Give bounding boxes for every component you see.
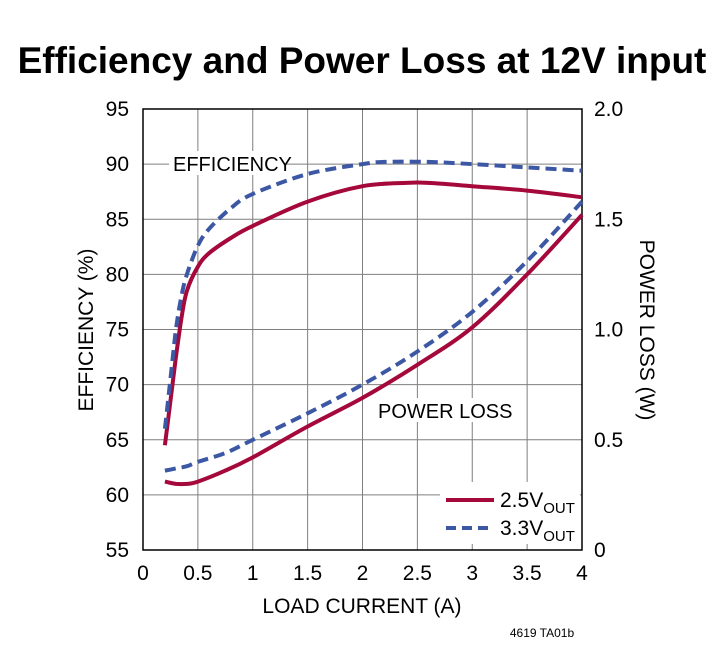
x-tick-label: 1.5 — [293, 562, 322, 585]
y-left-tick-labels: 55 60 65 70 75 80 85 90 95 — [106, 98, 129, 562]
legend-label-2v5-sub: OUT — [543, 500, 575, 517]
x-tick-label: 0 — [137, 562, 149, 585]
y-left-axis-label: EFFICIENCY (%) — [75, 249, 98, 412]
efficiency-annotation-bg — [169, 151, 285, 175]
legend-label-2v5: 2.5VOUT — [500, 489, 575, 517]
power-loss-annotation: POWER LOSS — [378, 401, 512, 423]
y-left-tick-label: 90 — [106, 153, 129, 176]
legend-label-3v3: 3.3VOUT — [500, 517, 575, 545]
x-tick-labels: 0 0.5 1 1.5 2 2.5 3 3.5 4 — [137, 562, 588, 585]
y-left-tick-label: 60 — [106, 484, 129, 507]
y-left-tick-label: 85 — [106, 208, 129, 231]
y-right-tick-label: 1.5 — [594, 208, 623, 231]
y-right-tick-label: 0.5 — [594, 429, 623, 452]
y-left-tick-label: 80 — [106, 263, 129, 286]
series-efficiency-3-3vout — [162, 159, 583, 429]
legend-label-3v3-sub: OUT — [543, 528, 575, 545]
plot-frame — [142, 108, 583, 551]
legend-label-2v5-main: 2.5V — [500, 489, 543, 512]
y-right-axis-label: POWER LOSS (W) — [635, 240, 658, 421]
y-left-tick-label: 95 — [106, 98, 129, 121]
x-axis-label: LOAD CURRENT (A) — [262, 595, 461, 618]
x-tick-label: 2 — [357, 562, 369, 585]
figure-code: 4619 TA01b — [510, 626, 575, 640]
x-tick-label: 1 — [247, 562, 259, 585]
y-left-tick-label: 75 — [106, 319, 129, 342]
x-tick-label: 0.5 — [183, 562, 212, 585]
chart-title: Efficiency and Power Loss at 12V input — [18, 40, 707, 81]
y-right-tick-label: 2.0 — [594, 98, 623, 121]
x-tick-label: 4 — [576, 562, 588, 585]
y-right-tick-labels: 0 0.5 1.0 1.5 2.0 — [594, 98, 623, 562]
y-left-tick-label: 65 — [106, 429, 129, 452]
x-tick-label: 3.5 — [513, 562, 542, 585]
series-efficiency-2-5vout — [162, 180, 583, 446]
y-left-tick-label: 70 — [106, 374, 129, 397]
x-tick-label: 2.5 — [403, 562, 432, 585]
efficiency-annotation: EFFICIENCY — [173, 154, 292, 176]
series-lines — [162, 159, 584, 487]
y-right-tick-label: 1.0 — [594, 319, 623, 342]
legend-label-3v3-main: 3.3V — [500, 517, 543, 540]
legend-background — [440, 482, 580, 544]
y-left-tick-label: 55 — [106, 539, 129, 562]
series-power-loss-2-5vout — [164, 213, 584, 487]
legend: 2.5VOUT 3.3VOUT — [440, 482, 580, 545]
series-power-loss-3-3vout — [164, 200, 584, 473]
y-right-tick-label: 0 — [594, 539, 606, 562]
power-loss-annotation-bg — [374, 398, 508, 422]
x-tick-label: 3 — [466, 562, 478, 585]
